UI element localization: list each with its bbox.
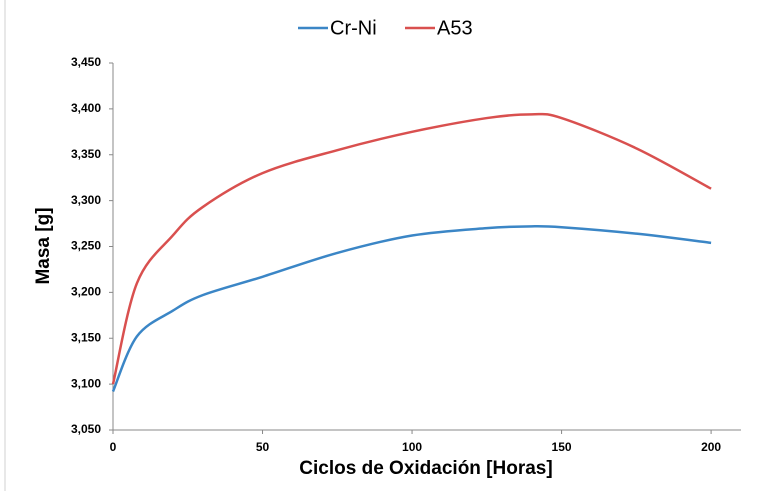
y-tick-label: 3,050 <box>71 422 101 436</box>
x-tick-label: 0 <box>110 440 117 454</box>
y-tick-label: 3,100 <box>71 376 101 390</box>
y-tick-label: 3,200 <box>71 285 101 299</box>
legend-label: Cr-Ni <box>330 17 377 39</box>
y-tick-label: 3,450 <box>71 55 101 69</box>
y-tick-label: 3,400 <box>71 101 101 115</box>
y-tick-label: 3,150 <box>71 330 101 344</box>
y-tick-label: 3,350 <box>71 147 101 161</box>
x-axis-title: Ciclos de Oxidación [Horas] <box>299 458 552 479</box>
y-tick-label: 3,300 <box>71 193 101 207</box>
line-series <box>111 224 712 392</box>
y-tick-label: 3,250 <box>71 239 101 253</box>
y-axis-title: Masa [g] <box>33 207 54 284</box>
legend-label: A53 <box>437 17 473 39</box>
x-tick-label: 50 <box>256 440 270 454</box>
x-tick-label: 150 <box>552 440 572 454</box>
x-tick-label: 200 <box>701 440 721 454</box>
line-series <box>111 112 712 385</box>
x-tick-label: 100 <box>402 440 422 454</box>
